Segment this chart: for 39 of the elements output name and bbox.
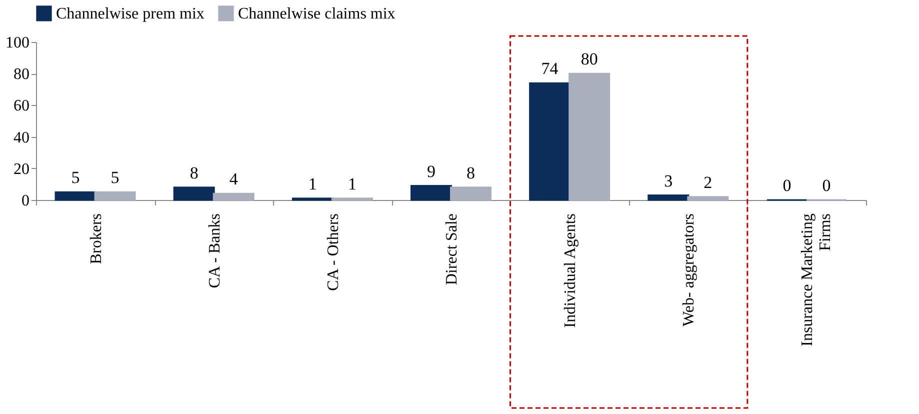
data-label: 1 xyxy=(308,174,317,194)
bar xyxy=(450,186,492,201)
bar xyxy=(687,196,729,201)
y-tick-label: 20 xyxy=(14,160,30,178)
data-label: 80 xyxy=(580,50,598,69)
data-label: 1 xyxy=(348,174,356,194)
data-label: 3 xyxy=(664,171,673,190)
y-tick-label: 60 xyxy=(14,98,30,115)
data-label: 8 xyxy=(190,163,198,182)
bar xyxy=(173,186,215,201)
bar xyxy=(568,72,610,201)
y-tick-label: 80 xyxy=(14,66,30,84)
x-tick-label: Brokers xyxy=(88,214,105,264)
data-label: 0 xyxy=(822,176,831,195)
data-label: 74 xyxy=(541,59,559,78)
data-label: 5 xyxy=(71,168,80,188)
data-label: 5 xyxy=(110,168,120,188)
bar xyxy=(529,82,571,201)
x-tick-label: Insurance Marketing Firms xyxy=(799,214,834,346)
legend-label: Channelwise claims mix xyxy=(238,5,396,22)
data-label: 2 xyxy=(704,172,712,192)
data-label: 8 xyxy=(466,163,476,182)
y-tick-label: 100 xyxy=(6,34,30,52)
x-tick-label: Web- aggregators xyxy=(680,214,698,326)
y-tick-label: 0 xyxy=(22,192,30,210)
bar xyxy=(410,185,452,201)
bar xyxy=(648,194,690,201)
data-label: 0 xyxy=(782,176,792,195)
data-label: 9 xyxy=(426,162,436,181)
x-tick-label: CA - Others xyxy=(324,214,342,291)
x-tick-label: Direct Sale xyxy=(444,214,460,286)
data-label: 4 xyxy=(229,170,238,189)
bar xyxy=(54,191,96,201)
x-tick-label: Individual Agents xyxy=(562,214,580,328)
x-tick-label: CA - Banks xyxy=(206,214,224,288)
y-tick-label: 40 xyxy=(14,129,30,146)
legend-label: Channelwise prem mix xyxy=(56,5,204,22)
bar xyxy=(94,191,136,201)
bar xyxy=(212,192,254,201)
